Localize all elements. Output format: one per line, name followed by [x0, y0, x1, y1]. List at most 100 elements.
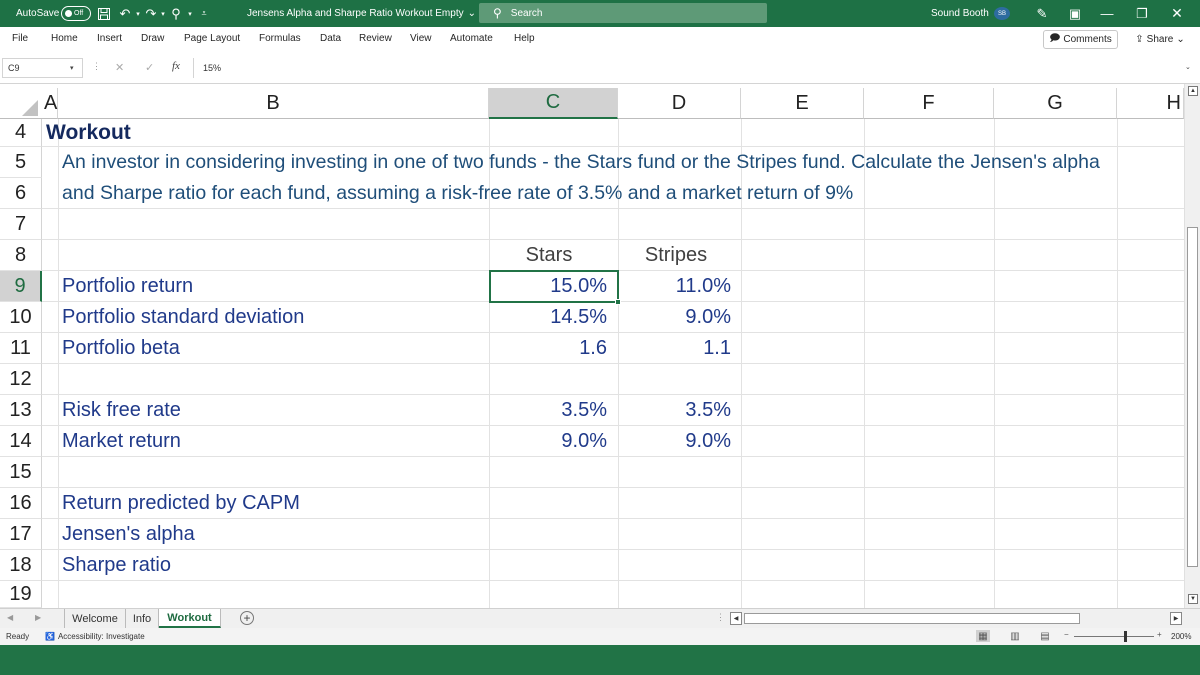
scroll-right-icon[interactable]: ▶ — [1170, 612, 1182, 625]
row-header-5[interactable]: 5 — [0, 147, 42, 178]
scroll-left-icon[interactable]: ◀ — [730, 612, 742, 625]
description-line-1[interactable]: An investor in considering investing in … — [62, 151, 1100, 173]
comments-button[interactable]: 🗩 Comments — [1043, 30, 1118, 49]
restore-icon[interactable]: ❐ — [1136, 5, 1148, 21]
row-header-11[interactable]: 11 — [0, 333, 42, 364]
sheet-prev-icon[interactable]: ◀ — [7, 613, 14, 622]
enter-icon[interactable]: ✓ — [145, 62, 155, 74]
undo-icon[interactable]: ↶ — [119, 5, 131, 21]
sharpe-ratio-label[interactable]: Sharpe ratio — [62, 554, 171, 576]
vertical-scroll-thumb[interactable] — [1187, 227, 1198, 567]
stars-header-cell[interactable]: Stars — [525, 244, 573, 266]
accessibility-status[interactable]: ♿ Accessibility: Investigate — [45, 632, 145, 641]
tab-insert[interactable]: Insert — [97, 33, 123, 44]
customize-toolbar-icon[interactable]: ⩡ — [201, 8, 207, 18]
tab-file[interactable]: File — [12, 33, 29, 44]
sheet-next-icon[interactable]: ▶ — [35, 613, 42, 622]
zoom-slider-knob[interactable] — [1124, 631, 1127, 642]
row-header-9[interactable]: 9 — [0, 271, 42, 302]
column-header-h[interactable]: H — [1117, 88, 1184, 119]
stars-market-return[interactable]: 9.0% — [561, 430, 607, 452]
sheet-heading[interactable]: Workout — [46, 121, 131, 144]
name-box[interactable]: C9 — [2, 58, 83, 78]
stars-risk-free[interactable]: 3.5% — [561, 399, 607, 421]
formula-input[interactable]: 15% — [193, 58, 1183, 78]
row-header-14[interactable]: 14 — [0, 426, 42, 457]
column-header-b[interactable]: B — [58, 88, 489, 119]
cancel-icon[interactable]: ✕ — [115, 62, 125, 74]
tab-review[interactable]: Review — [359, 33, 392, 44]
tab-help[interactable]: Help — [514, 33, 535, 44]
zoom-level[interactable]: 200% — [1171, 632, 1192, 641]
fill-handle[interactable] — [615, 299, 621, 305]
portfolio-sd-label[interactable]: Portfolio standard deviation — [62, 306, 305, 328]
name-box-chevron-icon[interactable]: ▾ — [70, 65, 74, 72]
vertical-scrollbar[interactable]: ▲ ▼ — [1184, 84, 1200, 608]
row-header-17[interactable]: 17 — [0, 519, 42, 550]
sheet-tab-welcome[interactable]: Welcome — [64, 609, 126, 628]
normal-view-icon[interactable]: ▦ — [976, 630, 990, 642]
tab-draw[interactable]: Draw — [141, 33, 165, 44]
column-header-g[interactable]: G — [994, 88, 1117, 119]
insert-function-icon[interactable]: fx — [172, 60, 180, 72]
scroll-up-icon[interactable]: ▲ — [1188, 86, 1198, 96]
horizontal-scrollbar[interactable]: ◀ ▶ — [730, 612, 1184, 625]
share-button[interactable]: ⇪ Share ⌄ — [1127, 30, 1193, 49]
row-header-10[interactable]: 10 — [0, 302, 42, 333]
stripes-header-cell[interactable]: Stripes — [644, 244, 708, 266]
row-header-18[interactable]: 18 — [0, 550, 42, 581]
column-header-f[interactable]: F — [864, 88, 994, 119]
tab-split-handle-icon[interactable]: ⋮ — [716, 612, 725, 622]
pen-icon[interactable]: ✎ — [1036, 5, 1048, 21]
redo-icon[interactable]: ↷ — [145, 5, 157, 21]
tab-formulas[interactable]: Formulas — [259, 33, 301, 44]
redo-chevron-icon[interactable]: ▾ — [161, 10, 165, 18]
close-icon[interactable]: ✕ — [1171, 5, 1183, 21]
row-header-8[interactable]: 8 — [0, 240, 42, 271]
save-icon[interactable] — [97, 0, 111, 27]
stripes-portfolio-beta[interactable]: 1.1 — [703, 337, 731, 359]
tab-data[interactable]: Data — [320, 33, 342, 44]
sheet-tab-info[interactable]: Info — [126, 609, 159, 628]
tab-page-layout[interactable]: Page Layout — [184, 33, 241, 44]
avatar[interactable]: SB — [994, 7, 1010, 20]
stars-portfolio-return[interactable]: 15.0% — [550, 275, 607, 297]
user-name[interactable]: Sound Booth — [931, 8, 989, 19]
stars-portfolio-sd[interactable]: 14.5% — [550, 306, 607, 328]
autosave-toggle[interactable]: Off — [61, 6, 91, 21]
jensens-alpha-label[interactable]: Jensen's alpha — [62, 523, 195, 545]
ribbon-display-icon[interactable]: ▣ — [1068, 5, 1082, 21]
search-box[interactable]: ⚲ Search — [479, 3, 767, 23]
row-header-6[interactable]: 6 — [0, 178, 42, 209]
stripes-risk-free[interactable]: 3.5% — [685, 399, 731, 421]
format-chevron-icon[interactable]: ▾ — [188, 10, 192, 18]
column-header-e[interactable]: E — [741, 88, 864, 119]
portfolio-return-label[interactable]: Portfolio return — [62, 275, 194, 297]
format-painter-icon[interactable]: ⚲ — [171, 5, 181, 21]
zoom-slider[interactable] — [1074, 636, 1154, 637]
capm-label[interactable]: Return predicted by CAPM — [62, 492, 300, 514]
tab-view[interactable]: View — [410, 33, 432, 44]
risk-free-label[interactable]: Risk free rate — [62, 399, 181, 421]
market-return-label[interactable]: Market return — [62, 430, 181, 452]
row-header-15[interactable]: 15 — [0, 457, 42, 488]
column-header-a[interactable]: A — [42, 88, 58, 119]
page-layout-view-icon[interactable]: ▥ — [1010, 630, 1020, 642]
stripes-market-return[interactable]: 9.0% — [685, 430, 731, 452]
document-title[interactable]: Jensens Alpha and Sharpe Ratio Workout E… — [247, 0, 476, 27]
column-header-c[interactable]: C — [489, 88, 618, 119]
stripes-portfolio-sd[interactable]: 9.0% — [685, 306, 731, 328]
horizontal-scroll-thumb[interactable] — [744, 613, 1080, 624]
tab-home[interactable]: Home — [51, 33, 78, 44]
description-line-2[interactable]: and Sharpe ratio for each fund, assuming… — [62, 182, 854, 204]
zoom-in-icon[interactable]: + — [1157, 630, 1162, 639]
stripes-portfolio-return[interactable]: 11.0% — [675, 275, 731, 297]
page-break-view-icon[interactable]: ▤ — [1040, 630, 1050, 642]
stars-portfolio-beta[interactable]: 1.6 — [579, 337, 607, 359]
row-header-19[interactable]: 19 — [0, 581, 42, 608]
tab-automate[interactable]: Automate — [450, 33, 493, 44]
add-sheet-icon[interactable]: + — [240, 611, 254, 625]
scroll-down-icon[interactable]: ▼ — [1188, 594, 1198, 604]
portfolio-beta-label[interactable]: Portfolio beta — [62, 337, 180, 359]
undo-chevron-icon[interactable]: ▾ — [136, 10, 140, 18]
